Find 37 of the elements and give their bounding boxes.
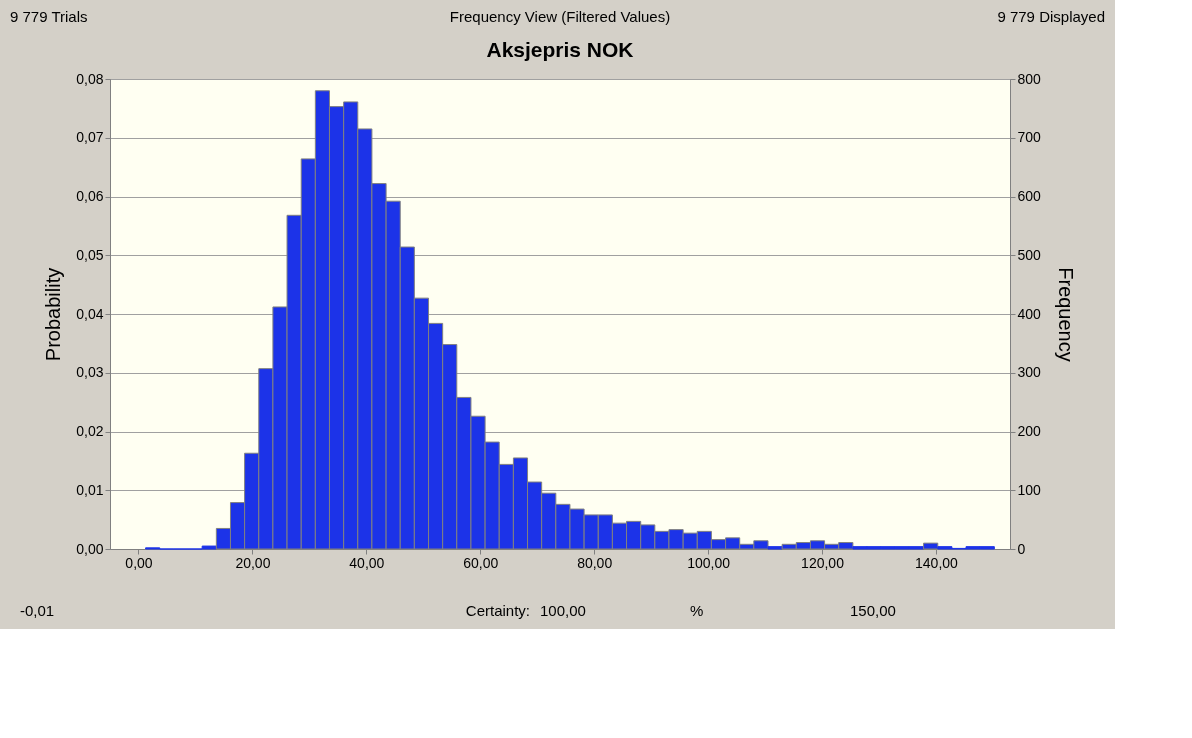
y-tick-label: 0,04 — [76, 305, 104, 322]
y-tick-label: 0,05 — [76, 246, 104, 263]
x-tick-label: 140,00 — [915, 554, 959, 571]
chart-title: Aksjepris NOK — [486, 38, 634, 61]
text: 100,00 — [540, 602, 586, 619]
y-tick-label: 0,00 — [76, 540, 104, 557]
text: % — [690, 602, 704, 619]
y2-tick-label: 700 — [1017, 129, 1042, 146]
x-tick-label: 20,00 — [235, 554, 271, 571]
y2-axis-title: Frequency — [1054, 267, 1077, 362]
x-tick-label: 0,00 — [125, 554, 153, 571]
y2-tick-label: 100 — [1017, 481, 1042, 498]
text: Certainty: — [465, 602, 530, 619]
y-tick-label: 0,08 — [76, 70, 104, 87]
y-axis-title: Probability — [42, 267, 65, 362]
x-tick-label: 80,00 — [577, 554, 613, 571]
y2-tick-label: 400 — [1017, 305, 1042, 322]
x-tick-label: 40,00 — [349, 554, 385, 571]
y2-tick-label: 800 — [1017, 70, 1042, 87]
text: -0,01 — [20, 602, 55, 619]
y-tick-label: 0,03 — [76, 364, 104, 381]
text: Frequency View (Filtered Values) — [449, 8, 671, 25]
y2-tick-label: 0 — [1017, 540, 1026, 557]
y2-tick-label: 500 — [1017, 246, 1042, 263]
y-tick-label: 0,01 — [76, 481, 104, 498]
y-tick-label: 0,02 — [76, 423, 104, 439]
x-tick-label: 100,00 — [687, 554, 731, 571]
y2-tick-label: 300 — [1017, 364, 1042, 381]
text: 9 779 Trials — [10, 8, 88, 25]
y-tick-label: 0,06 — [76, 188, 104, 204]
x-tick-label: 120,00 — [801, 554, 845, 571]
y2-tick-label: 200 — [1017, 423, 1042, 439]
x-tick-label: 60,00 — [463, 554, 499, 571]
y2-tick-label: 600 — [1017, 188, 1042, 204]
y-tick-label: 0,07 — [76, 129, 104, 146]
text: 9 779 Displayed — [997, 8, 1105, 25]
text: 150,00 — [850, 602, 896, 619]
